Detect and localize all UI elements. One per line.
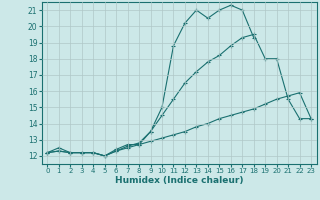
X-axis label: Humidex (Indice chaleur): Humidex (Indice chaleur) xyxy=(115,176,244,185)
